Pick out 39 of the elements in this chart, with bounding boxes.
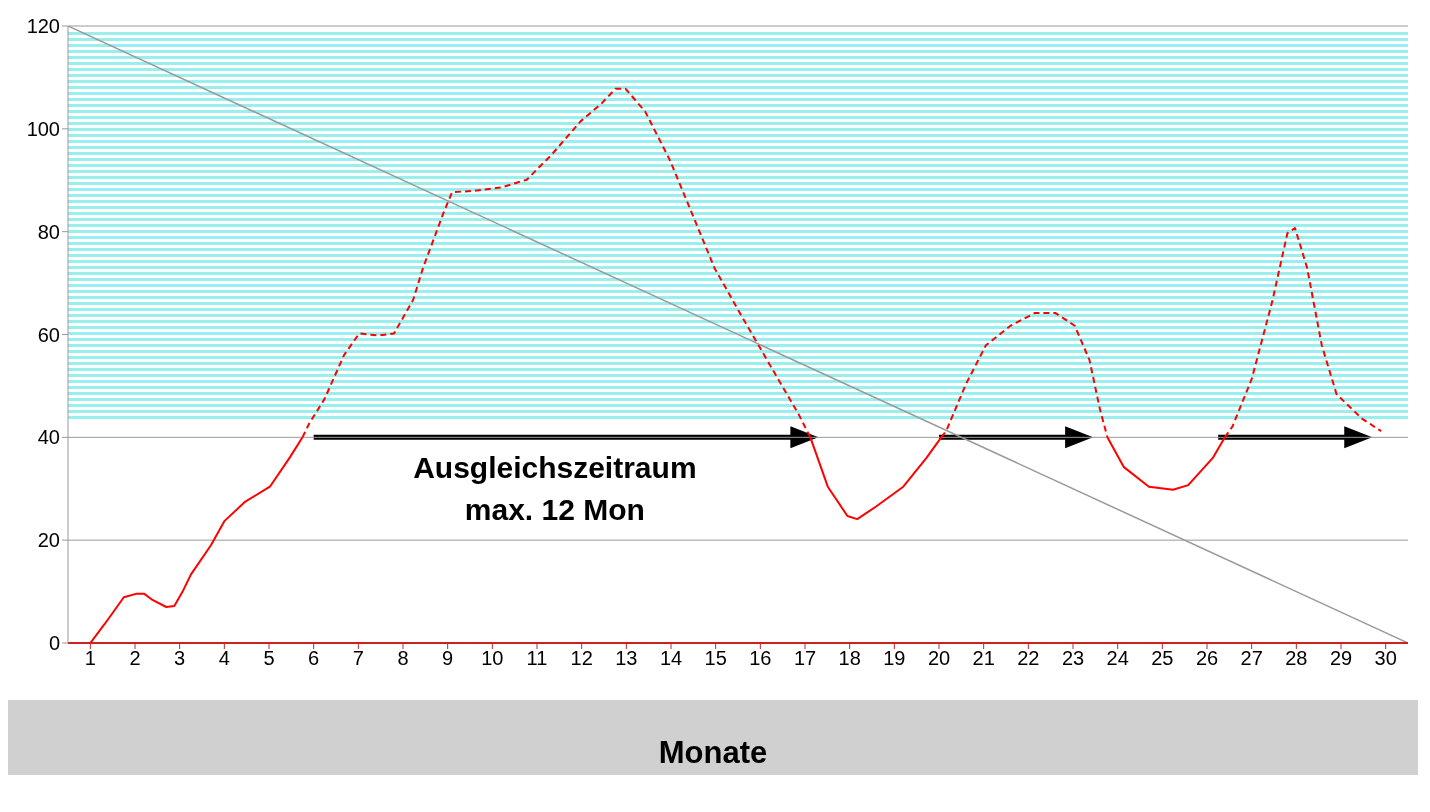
y-tick-label: 100 [26, 117, 60, 140]
x-tick-label: 22 [1017, 647, 1040, 670]
x-tick-label: 30 [1374, 647, 1397, 670]
x-tick-label: 27 [1240, 647, 1263, 670]
x-tick-label: 7 [352, 647, 364, 670]
y-tick-label: 20 [37, 529, 60, 552]
x-tick-label: 18 [838, 647, 861, 670]
x-tick-label: 4 [218, 647, 230, 670]
x-tick-label: 29 [1329, 647, 1353, 670]
x-tick-label: 21 [972, 647, 995, 670]
annotation: Ausgleichszeitraum max. 12 Mon [413, 451, 697, 527]
x-tick-label: 17 [793, 647, 817, 670]
x-tick-label: 2 [129, 647, 141, 670]
x-tick-label: 24 [1106, 647, 1129, 670]
y-tick-label: 120 [26, 15, 60, 38]
y-tick-label: 0 [48, 632, 60, 655]
x-tick-label: 3 [174, 647, 186, 670]
x-tick-label: 15 [704, 647, 727, 670]
x-tick-label: 6 [308, 647, 320, 670]
x-tick-label: 1 [84, 647, 96, 670]
x-tick-label: 12 [570, 647, 593, 670]
x-tick-label: 11 [526, 647, 548, 670]
x-tick-label: 16 [749, 647, 772, 670]
x-tick-label: 5 [263, 647, 275, 670]
x-tick-label: 26 [1195, 647, 1219, 670]
x-tick-label: 25 [1151, 647, 1174, 670]
x-tick-label: 10 [481, 647, 504, 670]
x-tick-label: 8 [397, 647, 409, 670]
y-tick-label: 60 [37, 323, 60, 346]
x-tick-label: 28 [1285, 647, 1308, 670]
x-tick-label: 9 [442, 647, 454, 670]
y-tick-label: 80 [37, 220, 60, 243]
x-tick-label: 20 [927, 647, 951, 670]
x-tick-label: 13 [615, 647, 638, 670]
x-tick-label: 14 [659, 647, 683, 670]
y-tick-label: 40 [37, 426, 60, 449]
x-tick-label: 23 [1061, 647, 1085, 670]
x-axis-title: Monate [658, 735, 768, 771]
x-tick-label: 19 [883, 647, 906, 670]
